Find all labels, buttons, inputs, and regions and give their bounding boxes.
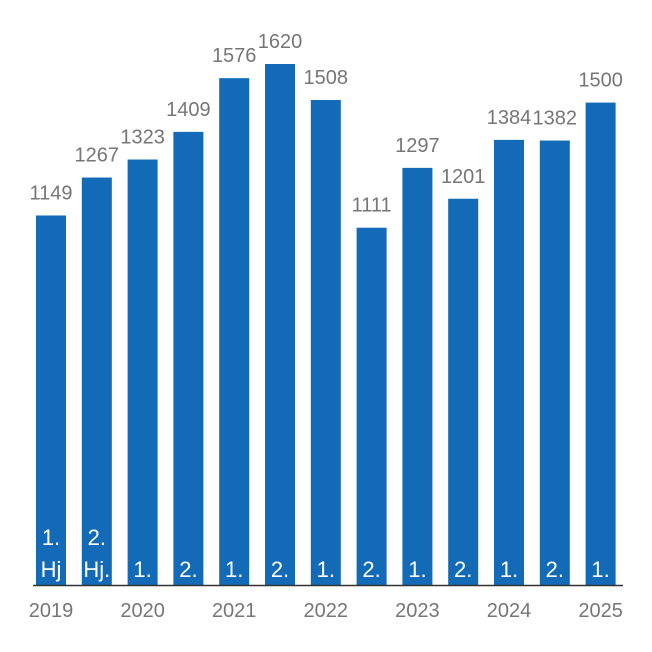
bar-label-0-1: Hj	[41, 557, 62, 582]
bars-group	[36, 64, 616, 586]
bar-7	[356, 227, 387, 586]
bar-label-11-0: 2.	[546, 557, 564, 582]
x-tick-label-6: 2025	[578, 600, 623, 622]
bar-5	[265, 64, 295, 585]
value-label-5: 1620	[258, 31, 303, 53]
value-label-10: 1384	[487, 107, 532, 129]
bar-label-9-0: 2.	[454, 557, 472, 582]
value-label-8: 1297	[395, 135, 440, 157]
bar-1	[81, 177, 112, 585]
value-label-0: 1149	[29, 182, 72, 204]
bar-label-0-0: 1.	[42, 525, 60, 550]
x-tick-label-1: 2020	[120, 600, 165, 622]
value-label-4: 1576	[212, 45, 257, 67]
value-label-2: 1323	[120, 127, 165, 149]
bar-9	[448, 198, 479, 585]
x-tick-label-5: 2024	[487, 600, 532, 622]
value-label-9: 1201	[441, 166, 486, 188]
bar-label-10-0: 1.	[500, 557, 518, 582]
bar-label-12-0: 1.	[591, 557, 609, 582]
x-tick-label-4: 2023	[395, 600, 440, 622]
bar-label-8-0: 1.	[408, 557, 426, 582]
bar-3	[173, 131, 204, 585]
x-tick-label-2: 2021	[212, 600, 257, 622]
bar-8	[402, 167, 433, 585]
bar-2	[127, 159, 158, 585]
bar-label-3-0: 2.	[179, 557, 197, 582]
bar-label-6-0: 1.	[317, 557, 335, 582]
bar-12	[585, 102, 616, 585]
x-tick-label-0: 2019	[29, 600, 74, 622]
bar-0	[36, 215, 66, 585]
value-label-6: 1508	[304, 67, 349, 89]
bar-label-1-0: 2.	[88, 525, 106, 550]
bar-label-7-0: 2.	[362, 557, 380, 582]
x-tick-labels-group: 2019 2020 2021 2022 2023 2024 2025	[29, 600, 623, 622]
x-tick-label-3: 2022	[304, 600, 349, 622]
value-label-1: 1267	[75, 145, 120, 167]
value-label-12: 1500	[578, 70, 623, 92]
bar-label-1-1: Hj.	[83, 557, 110, 582]
bar-10	[494, 139, 524, 586]
bar-label-5-0: 2.	[271, 557, 289, 582]
value-label-11: 1382	[533, 108, 578, 130]
value-label-7: 1111	[352, 195, 392, 217]
bar-11	[539, 140, 570, 585]
inner-labels-group: 1. Hj 2. Hj. 1. 2. 1. 2. 1. 2. 1. 2. 1. 2. 1.	[41, 525, 610, 582]
bar-label-4-0: 1.	[225, 557, 243, 582]
bar-6	[310, 100, 341, 586]
bar-4	[219, 78, 250, 585]
bar-label-2-0: 1.	[133, 557, 151, 582]
value-label-3: 1409	[166, 99, 211, 121]
